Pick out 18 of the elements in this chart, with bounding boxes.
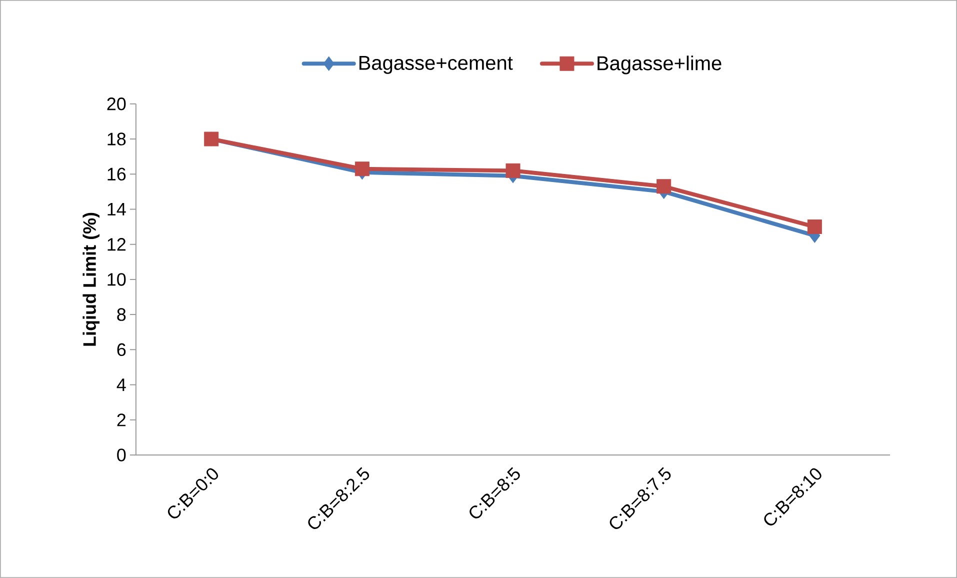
point (354, 162, 370, 176)
y-axis-title: Liqiud Limit (%) (82, 212, 100, 346)
y-tick-label: 8 (117, 308, 126, 321)
point (506, 163, 520, 178)
y-tick-label: 10 (108, 273, 126, 286)
y-tick-label: 4 (116, 378, 126, 392)
y-tick-label: 0 (117, 448, 126, 462)
point (807, 220, 822, 234)
legend-label: Bagasse+cement (359, 56, 513, 74)
y-tick-label: 6 (117, 343, 126, 356)
y-tick-label: 16 (108, 168, 126, 181)
legend-label: Bagasse+lime (598, 56, 722, 74)
y-tick-label: 2 (117, 414, 126, 426)
y-tick-label: 14 (108, 203, 126, 216)
y-tick-label: 18 (108, 132, 126, 146)
point (656, 179, 672, 194)
y-tick-label: 20 (107, 98, 126, 110)
y-tick-label: 12 (108, 238, 126, 251)
